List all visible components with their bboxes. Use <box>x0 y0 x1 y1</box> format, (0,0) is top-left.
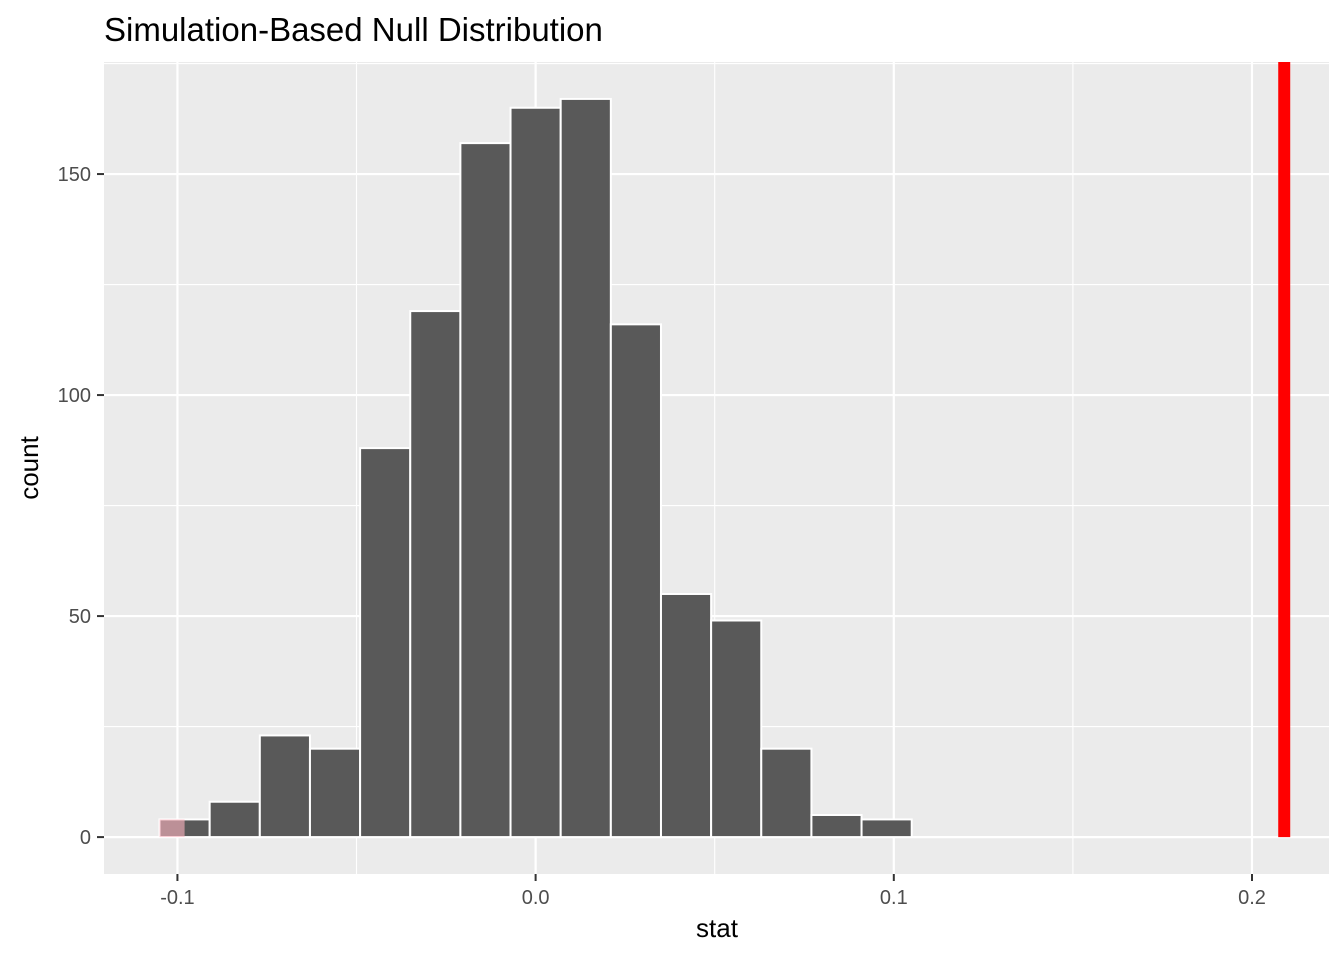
histogram-bar <box>659 592 713 839</box>
shaded-pvalue-region <box>159 819 185 838</box>
histogram-bars <box>158 97 913 839</box>
histogram-bar <box>509 106 562 839</box>
y-tick-label: 50 <box>69 606 91 628</box>
x-axis-title: stat <box>696 913 739 943</box>
histogram-bar <box>810 813 863 839</box>
overlays <box>159 62 1291 838</box>
x-tick-label: 0.1 <box>880 887 908 909</box>
chart-title: Simulation-Based Null Distribution <box>104 11 603 48</box>
histogram-bar <box>409 310 462 839</box>
histogram-bar <box>860 818 913 839</box>
histogram-bar <box>208 800 261 839</box>
x-tick-label: 0.0 <box>522 887 550 909</box>
y-tick-label: 150 <box>58 164 91 186</box>
histogram-bar <box>308 747 362 839</box>
histogram-bar <box>710 619 763 839</box>
y-axis-ticks: 0 50 100 150 <box>58 164 104 849</box>
histogram-bar <box>760 747 813 839</box>
x-tick-label: 0.2 <box>1238 887 1266 909</box>
histogram-bar <box>559 97 612 839</box>
x-tick-label: -0.1 <box>160 887 194 909</box>
histogram-bar <box>258 734 311 839</box>
y-tick-label: 0 <box>80 827 91 849</box>
histogram-bar <box>359 447 412 839</box>
histogram-bar <box>609 323 662 839</box>
x-axis-ticks: -0.1 0.0 0.1 0.2 <box>160 874 1266 909</box>
y-axis-title: count <box>14 435 44 499</box>
histogram-bar <box>459 142 512 839</box>
y-tick-label: 100 <box>58 385 91 407</box>
